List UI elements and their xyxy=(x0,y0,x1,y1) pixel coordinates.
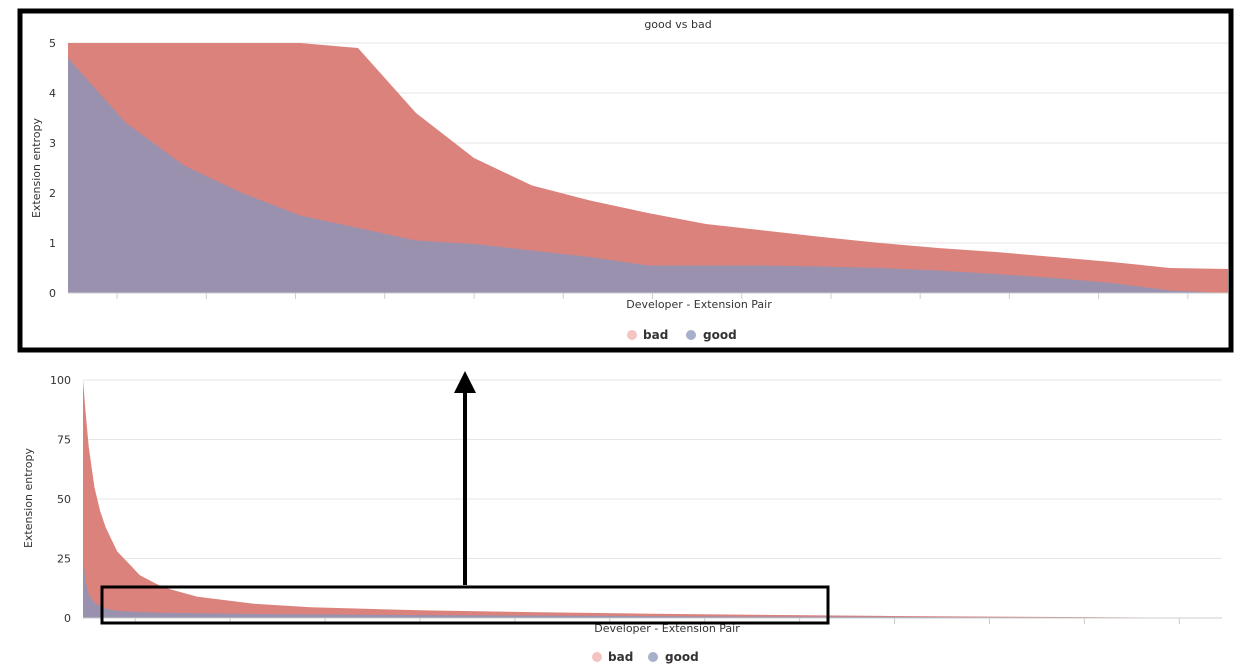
full-y-axis-title: Extension entropy xyxy=(22,447,35,548)
full-legend-good-marker xyxy=(648,652,658,662)
full-chart: 0 25 50 75 100 Extension entropy Developer -… xyxy=(22,374,1222,664)
top-y-tick-label: 4 xyxy=(49,87,56,100)
zoomed-y-axis-title: Extension entropy xyxy=(30,117,43,218)
zoomed-chart: good vs bad 0 1 2 3 4 5 Extension entropy Dev… xyxy=(17,8,1234,353)
top-y-tick-label: 1 xyxy=(49,237,56,250)
full-y-tick-labels: 0 25 50 75 100 xyxy=(50,374,71,625)
zoomed-x-ticks xyxy=(116,293,1189,299)
bot-y-tick-label: 0 xyxy=(64,612,71,625)
zoomed-areas xyxy=(68,43,1228,293)
zoom-arrow-head xyxy=(454,371,476,393)
zoomed-x-axis-title: Developer - Extension Pair xyxy=(626,298,772,311)
top-y-tick-label: 0 xyxy=(49,287,56,300)
zoomed-legend: bad good xyxy=(627,328,737,342)
full-legend-bad-marker xyxy=(592,652,602,662)
bot-y-tick-label: 50 xyxy=(57,493,71,506)
zoom-region-box xyxy=(100,585,830,625)
zoomed-y-tick-labels: 0 1 2 3 4 5 xyxy=(49,37,56,300)
bot-y-tick-label: 75 xyxy=(57,434,71,447)
zoomed-chart-title: good vs bad xyxy=(644,18,711,31)
zoomed-legend-good-marker xyxy=(686,330,696,340)
full-legend: bad good xyxy=(592,650,699,664)
bot-y-tick-label: 100 xyxy=(50,374,71,387)
full-legend-good-label[interactable]: good xyxy=(665,650,699,664)
bot-y-tick-label: 25 xyxy=(57,553,71,566)
full-legend-bad-label[interactable]: bad xyxy=(608,650,633,664)
top-y-tick-label: 2 xyxy=(49,187,56,200)
top-y-tick-label: 3 xyxy=(49,137,56,150)
full-x-axis-title: Developer - Extension Pair xyxy=(594,622,740,635)
top-area-good[interactable] xyxy=(68,58,1228,293)
zoom-arrow xyxy=(454,371,476,585)
full-gridlines xyxy=(83,379,1222,559)
zoomed-legend-bad-label[interactable]: bad xyxy=(643,328,668,342)
zoomed-legend-bad-marker xyxy=(627,330,637,340)
top-y-tick-label: 5 xyxy=(49,37,56,50)
zoomed-legend-good-label[interactable]: good xyxy=(703,328,737,342)
